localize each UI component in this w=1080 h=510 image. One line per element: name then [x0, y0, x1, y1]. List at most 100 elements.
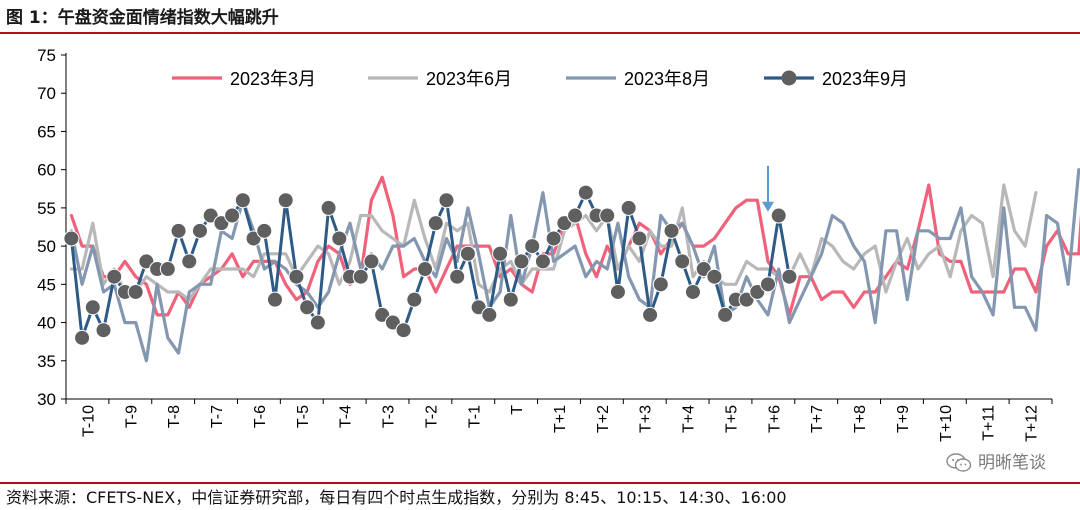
data-point [481, 306, 498, 323]
data-point [545, 230, 562, 247]
data-point [266, 291, 283, 308]
watermark-label: 明晰笔谈 [978, 453, 1046, 473]
data-point [620, 199, 637, 216]
annotation-arrow-head [761, 201, 774, 212]
x-tick-label: T+4 [681, 405, 698, 433]
x-tick-label: T+9 [895, 405, 912, 433]
legend-label: 2023年8月 [624, 69, 710, 89]
data-point [459, 245, 476, 262]
y-tick-label: 45 [37, 275, 56, 294]
data-point [642, 306, 659, 323]
x-tick-label: T-4 [338, 405, 355, 428]
x-tick-label: T+12 [1024, 405, 1041, 442]
data-point [534, 253, 551, 270]
y-tick-label: 30 [37, 390, 56, 409]
data-point [299, 299, 316, 316]
x-tick-label: T+7 [809, 405, 826, 433]
wechat-icon [946, 453, 972, 472]
data-point [502, 291, 519, 308]
bottom-divider [0, 482, 1080, 484]
data-point [684, 283, 701, 300]
top-divider [0, 32, 1080, 34]
data-point [513, 253, 530, 270]
data-point [224, 207, 241, 224]
x-tick-label: T-5 [295, 405, 312, 428]
data-point [395, 322, 412, 339]
data-point [288, 268, 305, 285]
y-tick-label: 60 [37, 161, 56, 180]
data-point [427, 215, 444, 232]
data-point [759, 276, 776, 293]
x-tick-label: T-7 [209, 405, 226, 428]
x-tick-label: T-1 [466, 405, 483, 428]
series-line-2 [69, 183, 1038, 302]
data-point [159, 261, 176, 278]
y-tick-label: 50 [37, 237, 56, 256]
data-point [363, 253, 380, 270]
y-tick-label: 55 [37, 199, 56, 218]
data-point [524, 238, 541, 255]
line-chart: 30 35 40 45 50 55 60 65 70 75 T-10 T-9 T-8 T-7 T-6 T-5 T… [37, 46, 1080, 442]
chart-title: 图 1：午盘资金面情绪指数大幅跳升 [6, 8, 279, 28]
data-point [170, 222, 187, 239]
chart-series-markers [63, 184, 798, 346]
data-point [320, 199, 337, 216]
legend-marker [781, 70, 797, 86]
data-point [599, 207, 616, 224]
x-tick-label: T+1 [552, 405, 569, 433]
data-point [127, 283, 144, 300]
chart-axes: 30 35 40 45 50 55 60 65 70 75 T-10 T-9 T-8 T-7 T-6 T-5 T… [37, 46, 1053, 442]
data-point [631, 230, 648, 247]
data-point [95, 322, 112, 339]
data-point [438, 192, 455, 209]
data-point [770, 207, 787, 224]
x-tick-label: T+11 [981, 405, 998, 441]
x-tick-label: T-10 [80, 405, 97, 437]
data-point [181, 253, 198, 270]
x-tick-label: T+3 [638, 405, 655, 433]
legend-label: 2023年3月 [230, 69, 316, 89]
y-tick-label: 65 [37, 122, 56, 141]
x-tick-label: T+6 [766, 405, 783, 433]
y-tick-label: 35 [37, 352, 56, 371]
data-point [84, 299, 101, 316]
data-point [717, 306, 734, 323]
chart-annotations [761, 165, 774, 212]
x-tick-label: T-3 [381, 405, 398, 428]
x-tick-label: T-8 [166, 405, 183, 428]
x-tick-label: T+5 [723, 405, 740, 433]
data-point [417, 261, 434, 278]
x-tick-label: T-9 [123, 405, 140, 428]
x-tick-label: T+2 [595, 405, 612, 433]
legend-label: 2023年9月 [822, 69, 908, 89]
data-point [706, 268, 723, 285]
data-point [577, 184, 594, 201]
data-point [406, 291, 423, 308]
data-point [567, 207, 584, 224]
data-point [781, 268, 798, 285]
data-point [609, 283, 626, 300]
data-point [331, 230, 348, 247]
data-point [234, 192, 251, 209]
y-tick-label: 70 [37, 84, 56, 103]
data-point [352, 268, 369, 285]
data-point [309, 314, 326, 331]
data-point [191, 222, 208, 239]
data-point [106, 268, 123, 285]
x-tick-label: T-6 [252, 405, 269, 428]
watermark: 明晰笔谈 [946, 448, 1046, 478]
x-tick-label: T [509, 405, 526, 415]
data-point [277, 192, 294, 209]
legend-label: 2023年6月 [426, 69, 512, 89]
x-tick-label: T+10 [938, 405, 955, 442]
data-point [63, 230, 80, 247]
x-tick-label: T-2 [423, 405, 440, 428]
data-point [652, 276, 669, 293]
chart-legend: 2023年3月 2023年6月 2023年8月 2023年9月 [172, 69, 908, 89]
data-point [74, 329, 91, 346]
data-point [449, 268, 466, 285]
data-point [492, 245, 509, 262]
source-note: 资料来源：CFETS-NEX，中信证券研究部，每日有四个时点生成指数，分别为 8… [6, 488, 787, 507]
x-tick-label: T+8 [852, 405, 869, 433]
data-point [256, 222, 273, 239]
